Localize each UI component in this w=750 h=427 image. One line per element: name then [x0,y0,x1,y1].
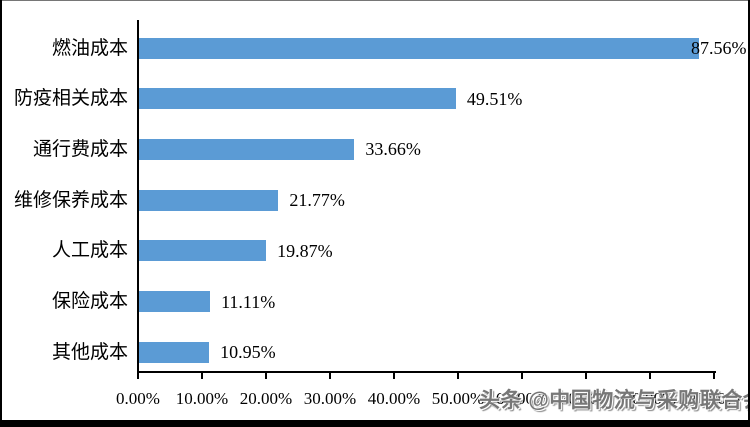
category-label: 防疫相关成本 [13,88,128,110]
x-axis-tick [713,373,715,379]
bar [139,189,279,211]
x-axis-tick-label: 90.00% [687,389,741,408]
frame-border-top [0,0,750,1]
x-axis-tick [521,373,523,379]
y-axis-line [137,20,139,373]
bar [139,88,456,110]
bar [139,240,267,262]
x-axis-tick-label: 0.00% [116,389,160,408]
category-label: 其他成本 [51,341,128,363]
x-axis-tick [585,373,587,379]
category-label: 通行费成本 [32,138,128,160]
bar [139,341,210,363]
x-axis-tick-label: 40.00% [367,389,421,408]
bar [139,37,700,59]
x-axis-tick-label: 50.00% [431,389,485,408]
x-axis-tick-label: 70.00% [559,389,613,408]
x-axis-tick [649,373,651,379]
x-axis-tick [265,373,267,379]
category-label: 维修保养成本 [13,189,128,211]
watermark-text: 头条 @中国物流与采购联合会 [479,389,750,412]
value-label: 21.77% [289,190,345,211]
x-axis-tick [137,373,139,379]
bar [139,291,211,312]
category-label: 保险成本 [51,291,128,312]
x-axis-tick [393,373,395,379]
x-axis-tick-label: 80.00% [623,389,677,408]
bar [139,138,355,160]
category-label: 燃油成本 [51,37,128,59]
category-label: 人工成本 [51,240,128,262]
x-axis-tick-label: 10.00% [175,389,229,408]
frame-border-bottom [0,420,750,427]
value-label: 87.56% [691,38,747,58]
value-label: 19.87% [277,240,333,261]
frame-border-left [0,0,2,427]
value-label: 49.51% [466,88,523,109]
x-axis-line [137,371,716,373]
x-axis-tick-label: 20.00% [239,389,293,408]
value-label: 33.66% [365,139,421,160]
x-axis-tick-label: 30.00% [303,389,357,408]
x-axis-tick-label: 60.00% [495,389,549,408]
value-label: 11.11% [221,291,276,312]
frame-border-right [748,0,750,427]
value-label: 10.95% [220,342,276,363]
x-axis-tick [329,373,331,379]
x-axis-tick [201,373,203,379]
x-axis-tick [457,373,459,379]
